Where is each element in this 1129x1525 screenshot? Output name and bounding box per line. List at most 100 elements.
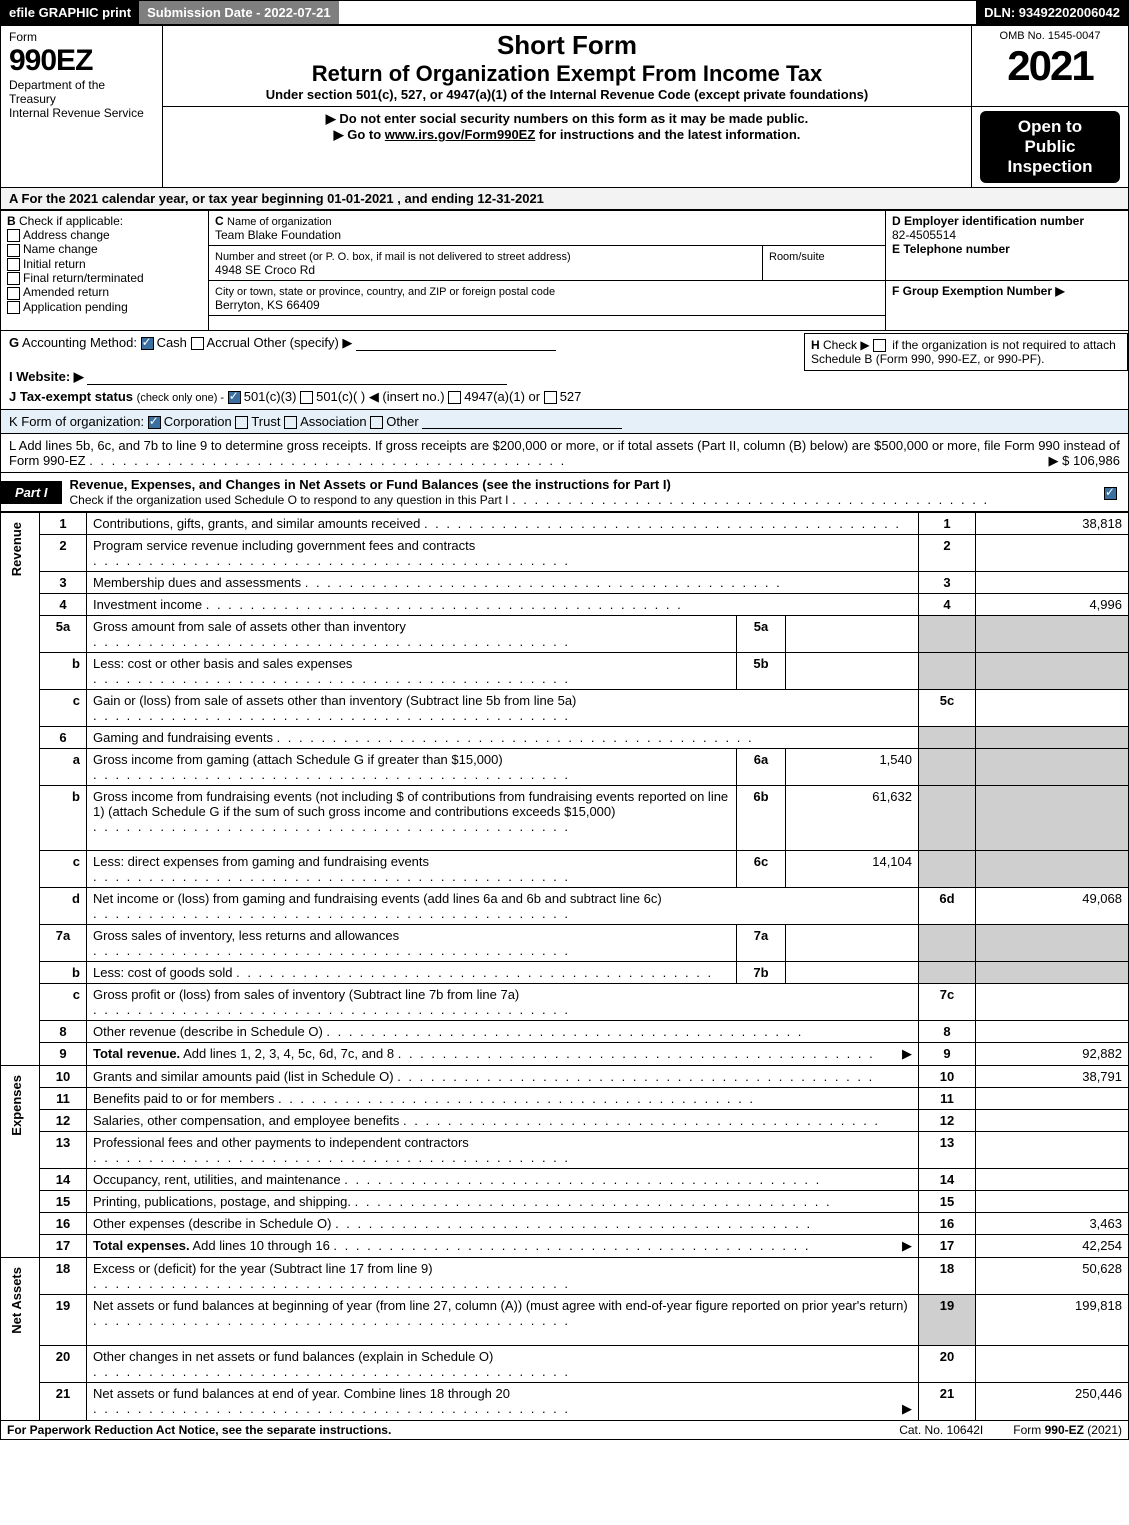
line-amount (976, 535, 1129, 572)
check-final-return[interactable] (7, 272, 20, 285)
line-number: 3 (40, 572, 87, 594)
title-section: Under section 501(c), 527, or 4947(a)(1)… (171, 87, 963, 102)
line-amount: 4,996 (976, 594, 1129, 616)
sub-line-value (786, 616, 919, 653)
check-initial-return[interactable] (7, 258, 20, 271)
goto-instructions: ▶ Go to www.irs.gov/Form990EZ for instru… (171, 127, 963, 143)
g-other: Other (specify) ▶ (254, 335, 353, 350)
line-desc: Gross profit or (loss) from sales of inv… (87, 984, 919, 1021)
section-d-label: D Employer identification number (892, 214, 1084, 228)
line-number: 17 (40, 1235, 87, 1258)
check-corporation[interactable] (148, 416, 161, 429)
line-number: 14 (40, 1169, 87, 1191)
opt-application-pending: Application pending (23, 300, 128, 314)
line-desc: Professional fees and other payments to … (87, 1132, 919, 1169)
line-desc: Gross amount from sale of assets other t… (87, 616, 737, 653)
street-value: 4948 SE Croco Rd (215, 263, 315, 277)
line-amount: 42,254 (976, 1235, 1129, 1258)
line-ref: 14 (919, 1169, 976, 1191)
open-line3: Inspection (986, 157, 1114, 177)
check-name-change[interactable] (7, 244, 20, 257)
sub-line-ref: 6a (737, 749, 786, 786)
line-amount (976, 1021, 1129, 1043)
top-bar: efile GRAPHIC print Submission Date - 20… (0, 0, 1129, 25)
form-code: 990EZ (9, 44, 154, 78)
k-corporation: Corporation (164, 414, 232, 429)
g-other-fill[interactable] (356, 337, 556, 351)
section-l: L Add lines 5b, 6c, and 7b to line 9 to … (0, 434, 1129, 473)
line-desc: Salaries, other compensation, and employ… (87, 1110, 919, 1132)
sub-line-ref: 7b (737, 962, 786, 984)
line-ref: 4 (919, 594, 976, 616)
line-amount (976, 749, 1129, 786)
dept-treasury: Department of the Treasury (9, 78, 154, 106)
line-number: 1 (40, 513, 87, 535)
check-amended-return[interactable] (7, 287, 20, 300)
line-amount (976, 616, 1129, 653)
sub-line-value (786, 925, 919, 962)
line-desc: Other expenses (describe in Schedule O) (87, 1213, 919, 1235)
k-other-fill[interactable] (422, 415, 622, 429)
city-label: City or town, state or province, country… (215, 286, 555, 298)
line-number: 6 (40, 727, 87, 749)
table-row: 11Benefits paid to or for members 11 (1, 1088, 1129, 1110)
line-amount: 250,446 (976, 1383, 1129, 1421)
room-label: Room/suite (769, 251, 825, 263)
k-label: K (9, 414, 18, 429)
l-amount: ▶ $ 106,986 (1049, 453, 1120, 469)
line-amount (976, 653, 1129, 690)
irs-label: Internal Revenue Service (9, 106, 154, 120)
table-row: 5aGross amount from sale of assets other… (1, 616, 1129, 653)
line-amount (976, 572, 1129, 594)
check-501c3[interactable] (228, 391, 241, 404)
line-number: 20 (40, 1346, 87, 1383)
table-row: bGross income from fundraising events (n… (1, 786, 1129, 851)
line-desc: Gross income from gaming (attach Schedul… (87, 749, 737, 786)
website-field[interactable] (87, 371, 507, 385)
check-4947[interactable] (448, 391, 461, 404)
line-desc: Gross sales of inventory, less returns a… (87, 925, 737, 962)
opt-initial-return: Initial return (23, 257, 86, 271)
opt-amended-return: Amended return (23, 285, 109, 299)
line-amount (976, 962, 1129, 984)
footer-form-ref: Form 990-EZ (2021) (1013, 1423, 1122, 1437)
check-501c[interactable] (300, 391, 313, 404)
line-amount (976, 690, 1129, 727)
check-527[interactable] (544, 391, 557, 404)
check-association[interactable] (284, 416, 297, 429)
line-number: 2 (40, 535, 87, 572)
j-4947: 4947(a)(1) or (464, 389, 540, 404)
footer-form-post: (2021) (1084, 1423, 1122, 1437)
table-row: cGain or (loss) from sale of assets othe… (1, 690, 1129, 727)
check-cash[interactable] (141, 337, 154, 350)
check-schedule-b[interactable] (873, 339, 886, 352)
check-other-org[interactable] (370, 416, 383, 429)
line-amount (976, 727, 1129, 749)
sub-line-ref: 5b (737, 653, 786, 690)
line-amount (976, 1191, 1129, 1213)
section-c-label: C (215, 214, 224, 228)
open-to-public: Open to Public Inspection (980, 111, 1120, 183)
line-ref: 8 (919, 1021, 976, 1043)
check-accrual[interactable] (191, 337, 204, 350)
j-note: (check only one) - (137, 392, 224, 404)
line-desc: Less: cost or other basis and sales expe… (87, 653, 737, 690)
part-1-subtitle: Check if the organization used Schedule … (70, 493, 509, 507)
line-desc: Membership dues and assessments (87, 572, 919, 594)
omb-number: OMB No. 1545-0047 (980, 30, 1120, 42)
opt-final-return: Final return/terminated (23, 271, 144, 285)
line-number: b (40, 786, 87, 851)
line-amount: 50,628 (976, 1258, 1129, 1295)
footer-form-pre: Form (1013, 1423, 1044, 1437)
check-schedule-o[interactable] (1104, 487, 1117, 500)
h-pre: Check ▶ (823, 338, 873, 352)
line-number: 18 (40, 1258, 87, 1295)
line-ref: 13 (919, 1132, 976, 1169)
line-amount (976, 1346, 1129, 1383)
check-application-pending[interactable] (7, 301, 20, 314)
line-desc: Program service revenue including govern… (87, 535, 919, 572)
check-trust[interactable] (235, 416, 248, 429)
irs-link[interactable]: www.irs.gov/Form990EZ (385, 127, 536, 142)
check-address-change[interactable] (7, 229, 20, 242)
org-name: Team Blake Foundation (215, 228, 341, 242)
